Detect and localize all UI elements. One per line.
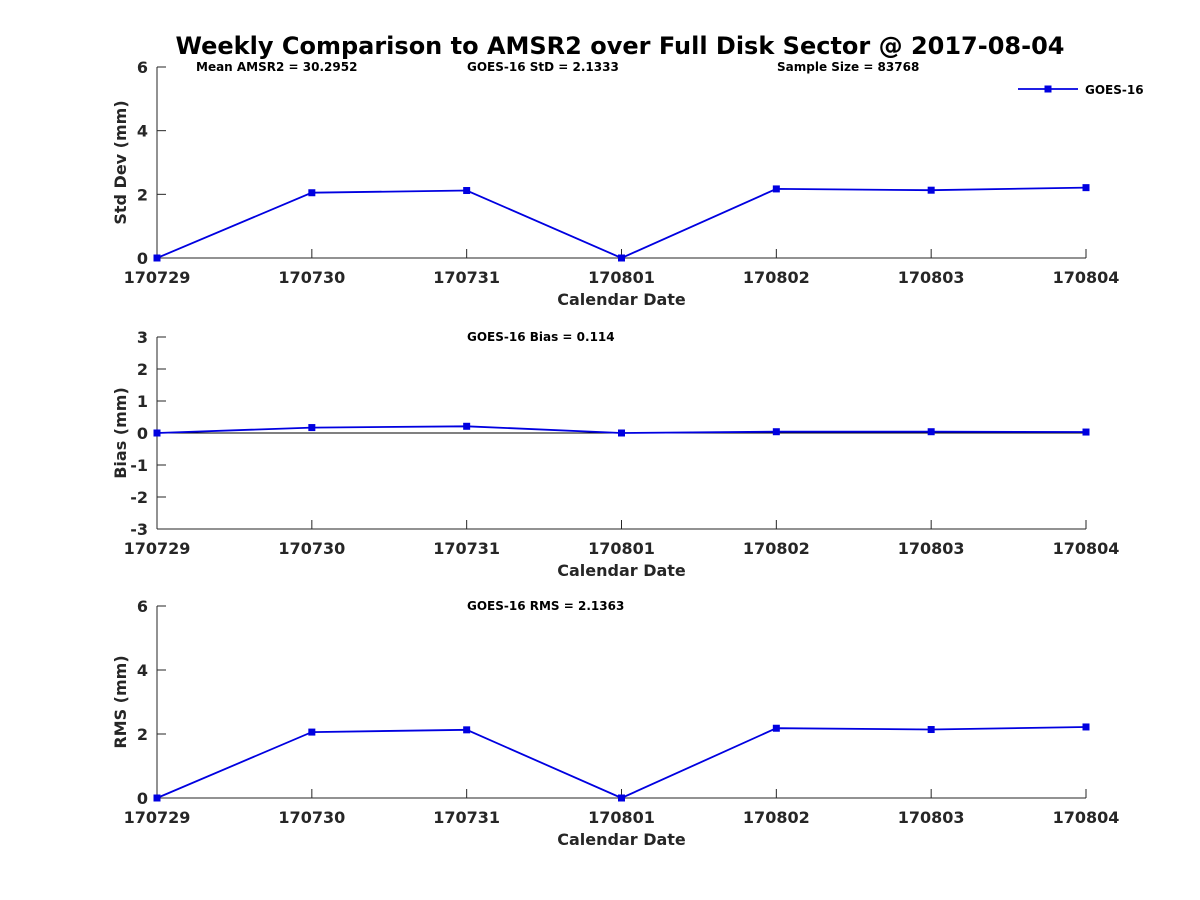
legend: GOES-16 bbox=[1018, 83, 1144, 97]
data-point bbox=[1082, 723, 1090, 731]
data-point bbox=[153, 794, 161, 802]
stat-annotation: GOES-16 StD = 2.1333 bbox=[467, 60, 619, 74]
data-point bbox=[927, 726, 935, 734]
x-tick-label: 170804 bbox=[1053, 268, 1120, 287]
stat-annotation: GOES-16 Bias = 0.114 bbox=[467, 330, 615, 344]
y-tick-label: 2 bbox=[137, 725, 148, 744]
x-tick-label: 170731 bbox=[433, 539, 500, 558]
series-line bbox=[156, 186, 1087, 259]
x-tick-label: 170802 bbox=[743, 539, 810, 558]
x-tick-label: 170801 bbox=[588, 268, 655, 287]
x-axis-label: Calendar Date bbox=[557, 561, 686, 580]
panel-rms: 0 2 4 6 170729 170730 170731 170801 170802 170803… bbox=[111, 597, 1119, 849]
data-point bbox=[618, 794, 625, 802]
data-point bbox=[1082, 184, 1090, 192]
data-point bbox=[463, 422, 471, 430]
data-point bbox=[308, 424, 316, 432]
x-tick-label: 170730 bbox=[278, 539, 345, 558]
y-tick-label: -3 bbox=[130, 520, 148, 539]
x-tick-label: 170731 bbox=[433, 268, 500, 287]
legend-marker bbox=[1044, 85, 1052, 93]
stat-annotation: Sample Size = 83768 bbox=[777, 60, 919, 74]
x-tick-label: 170802 bbox=[743, 808, 810, 827]
x-tick-label: 170801 bbox=[588, 808, 655, 827]
y-tick-label: 0 bbox=[137, 789, 148, 808]
x-tick-label: 170730 bbox=[278, 268, 345, 287]
x-axis-label: Calendar Date bbox=[557, 830, 686, 849]
data-point bbox=[463, 187, 471, 195]
data-point bbox=[1082, 428, 1090, 436]
x-tick-label: 170730 bbox=[278, 808, 345, 827]
data-point bbox=[463, 726, 471, 734]
x-tick-label: 170729 bbox=[124, 539, 191, 558]
data-point bbox=[772, 185, 780, 193]
y-axis-label: Std Dev (mm) bbox=[111, 100, 130, 224]
x-tick-label: 170731 bbox=[433, 808, 500, 827]
stat-annotation: Mean AMSR2 = 30.2952 bbox=[196, 60, 357, 74]
y-tick-label: 0 bbox=[137, 424, 148, 443]
y-tick-label: 1 bbox=[137, 392, 148, 411]
data-point bbox=[308, 728, 316, 736]
chart-title: Weekly Comparison to AMSR2 over Full Dis… bbox=[176, 32, 1065, 60]
x-tick-label: 170729 bbox=[124, 808, 191, 827]
x-tick-label: 170804 bbox=[1053, 539, 1120, 558]
y-tick-label: 2 bbox=[137, 185, 148, 204]
y-tick-label: 4 bbox=[137, 661, 148, 680]
y-tick-label: -2 bbox=[130, 488, 148, 507]
x-tick-label: 170729 bbox=[124, 268, 191, 287]
legend-label: GOES-16 bbox=[1085, 83, 1144, 97]
y-tick-label: 0 bbox=[137, 249, 148, 268]
y-tick-label: 6 bbox=[137, 597, 148, 616]
y-axis-label: Bias (mm) bbox=[111, 387, 130, 479]
y-axis-label: RMS (mm) bbox=[111, 655, 130, 748]
y-tick-label: 2 bbox=[137, 360, 148, 379]
stat-annotation: GOES-16 RMS = 2.1363 bbox=[467, 599, 624, 613]
data-point bbox=[772, 724, 780, 732]
x-tick-label: 170803 bbox=[898, 268, 965, 287]
data-point bbox=[618, 429, 625, 437]
panel-bias: -3 -2 -1 0 1 2 3 170729 170730 170731 170801 170802… bbox=[111, 328, 1119, 580]
y-tick-label: 3 bbox=[137, 328, 148, 347]
y-tick-label: 6 bbox=[137, 58, 148, 77]
y-tick-label: 4 bbox=[137, 122, 148, 141]
panel-std: 0 2 4 6 170729 170730 170731 170801 170802 170803… bbox=[111, 58, 1119, 309]
data-point bbox=[153, 429, 161, 437]
data-point bbox=[308, 189, 316, 197]
data-point bbox=[772, 428, 780, 436]
x-tick-label: 170804 bbox=[1053, 808, 1120, 827]
panels: 0 2 4 6 170729 170730 170731 170801 170802 170803… bbox=[111, 58, 1119, 849]
x-axis-label: Calendar Date bbox=[557, 290, 686, 309]
x-tick-label: 170803 bbox=[898, 539, 965, 558]
y-tick-label: -1 bbox=[130, 456, 148, 475]
data-point bbox=[153, 254, 161, 262]
data-point bbox=[618, 254, 625, 262]
data-point bbox=[927, 428, 935, 436]
x-tick-label: 170801 bbox=[588, 539, 655, 558]
data-point bbox=[927, 186, 935, 194]
x-tick-label: 170803 bbox=[898, 808, 965, 827]
x-tick-label: 170802 bbox=[743, 268, 810, 287]
series-line bbox=[156, 726, 1087, 799]
